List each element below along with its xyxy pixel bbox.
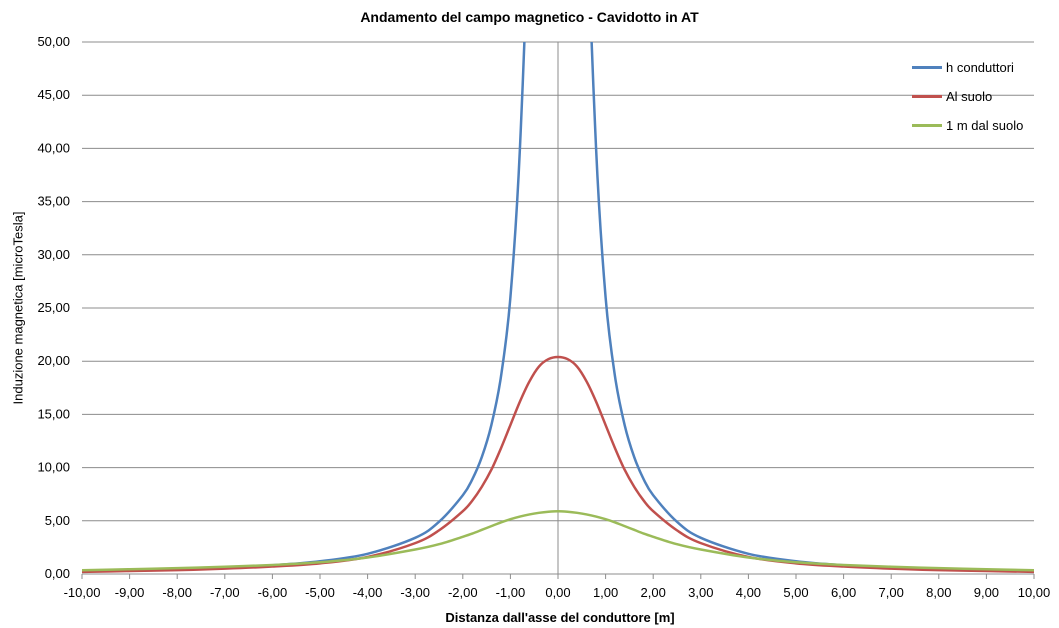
x-tick-label: -4,00 (353, 585, 383, 600)
x-tick-label: 3,00 (688, 585, 713, 600)
chart-title: Andamento del campo magnetico - Cavidott… (360, 9, 699, 25)
x-tick-label: 8,00 (926, 585, 951, 600)
legend-label-series-3: 1 m dal suolo (946, 118, 1024, 133)
x-tick-label: 10,00 (1018, 585, 1051, 600)
legend-swatch-series-2 (912, 95, 942, 98)
y-tick-label: 20,00 (37, 353, 70, 368)
y-tick-label: 50,00 (37, 34, 70, 49)
y-tick-label: 30,00 (37, 247, 70, 262)
x-tick-label: 4,00 (736, 585, 761, 600)
x-tick-label: -2,00 (448, 585, 478, 600)
x-tick-label: 7,00 (879, 585, 904, 600)
x-tick-label: -5,00 (305, 585, 335, 600)
legend-label-series-1: h conduttori (946, 60, 1014, 75)
x-tick-label: -7,00 (210, 585, 240, 600)
y-tick-label: 25,00 (37, 300, 70, 315)
legend: h conduttori Al suolo 1 m dal suolo (912, 53, 1023, 140)
legend-swatch-series-1 (912, 66, 942, 69)
legend-entry-series-2: Al suolo (912, 82, 1023, 111)
y-tick-label: 5,00 (45, 513, 70, 528)
x-tick-label: 6,00 (831, 585, 856, 600)
y-tick-label: 10,00 (37, 460, 70, 475)
x-tick-label: -1,00 (496, 585, 526, 600)
y-tick-label: 15,00 (37, 406, 70, 421)
series-line-3 (82, 509, 1034, 572)
x-tick-label: 1,00 (593, 585, 618, 600)
x-tick-label: -9,00 (115, 585, 145, 600)
x-tick-label: -6,00 (258, 585, 288, 600)
series-line-1 (82, 42, 1034, 573)
x-tick-label: 0,00 (545, 585, 570, 600)
legend-label-series-2: Al suolo (946, 89, 993, 104)
legend-swatch-series-3 (912, 124, 942, 127)
x-tick-label: 5,00 (783, 585, 808, 600)
y-tick-label: 35,00 (37, 194, 70, 209)
legend-entry-series-3: 1 m dal suolo (912, 111, 1023, 140)
x-axis-label: Distanza dall'asse del conduttore [m] (445, 610, 675, 625)
legend-entry-series-1: h conduttori (912, 53, 1023, 82)
y-tick-label: 45,00 (37, 87, 70, 102)
x-tick-label: 9,00 (974, 585, 999, 600)
y-tick-label: 40,00 (37, 140, 70, 155)
x-tick-label: -10,00 (64, 585, 101, 600)
y-tick-label: 0,00 (45, 566, 70, 581)
x-tick-label: 2,00 (641, 585, 666, 600)
series-line-2 (82, 355, 1034, 574)
x-tick-label: -3,00 (400, 585, 430, 600)
x-tick-label: -8,00 (162, 585, 192, 600)
